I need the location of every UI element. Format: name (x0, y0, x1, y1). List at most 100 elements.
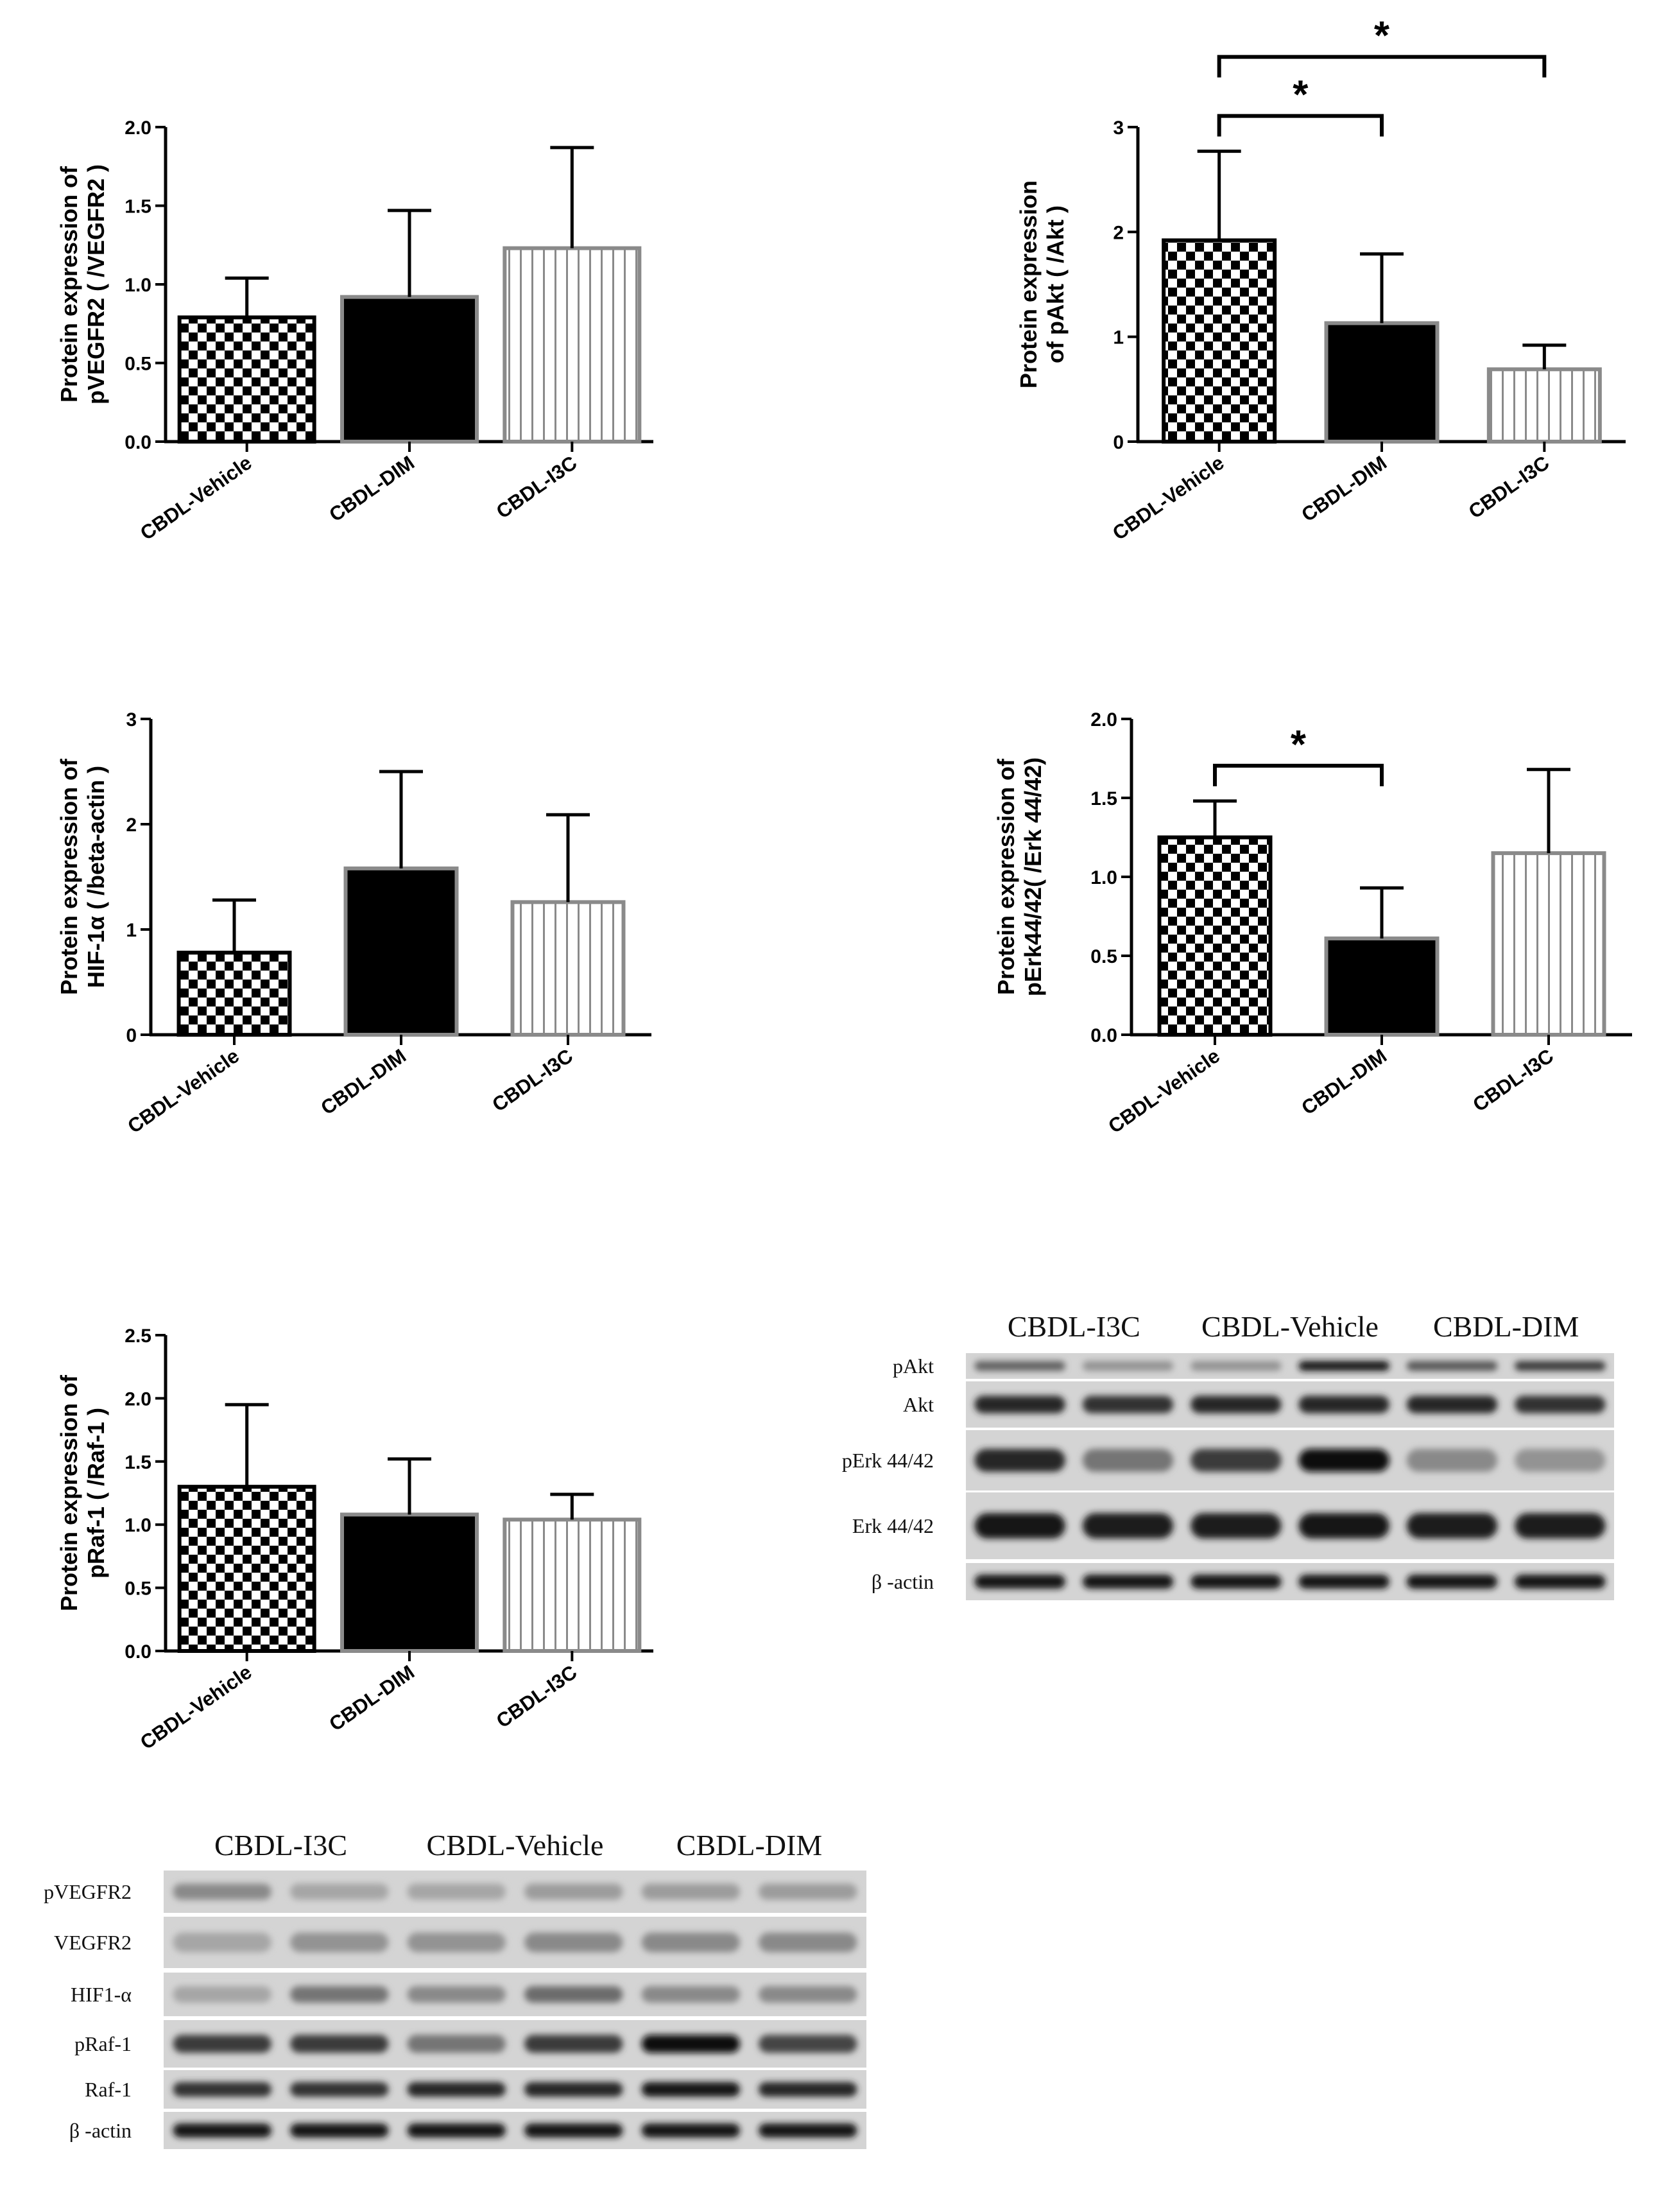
category-label-i3c: CBDL-I3C (492, 451, 581, 523)
blot-row-label: pVEGFR2 (44, 1880, 132, 1903)
blot-band (974, 1574, 1065, 1589)
bar-i3c (510, 900, 626, 1037)
y-tick-label: 0.0 (125, 1641, 151, 1663)
y-axis-label: Protein expression of (56, 1374, 82, 1611)
blot-band (173, 2123, 271, 2138)
blot-band (1298, 1513, 1389, 1539)
category-label-vehicle: CBDL-Vehicle (1104, 1044, 1224, 1137)
blot-band (1298, 1449, 1389, 1472)
bar-vehicle (177, 1485, 316, 1653)
blot-band (1082, 1574, 1174, 1589)
blot-strip (164, 2070, 866, 2109)
blot-band (1406, 1574, 1498, 1589)
significance-star: * (1293, 73, 1309, 117)
blot-band (759, 1932, 857, 1953)
y-tick-label: 1.5 (1090, 788, 1117, 809)
category-label-i3c: CBDL-I3C (1468, 1044, 1558, 1116)
blot-band (1082, 1361, 1174, 1371)
blot-strip (966, 1563, 1614, 1600)
y-axis-label: of pAkt ( /Akt ) (1042, 205, 1069, 363)
blot-band (759, 1883, 857, 1900)
y-tick-label: 1.5 (125, 1452, 151, 1473)
blot-row-label: pRaf-1 (74, 2032, 132, 2055)
blot-band (1082, 1449, 1174, 1472)
y-tick-label: 3 (126, 709, 137, 730)
blot-band (524, 2082, 623, 2097)
blot-band (1298, 1574, 1389, 1589)
bar-vehicle (1157, 835, 1273, 1037)
blot-row-label: β -actin (872, 1570, 934, 1593)
blot-band (173, 1986, 271, 2003)
western-blot-panel-1: CBDL-I3C CBDL-Vehicle CBDL-DIM pAkt Akt pErk … (842, 1310, 1614, 1600)
y-tick-label: 1.0 (125, 1515, 151, 1536)
y-tick-label: 2.0 (1090, 709, 1117, 730)
y-axis-label: Protein expression of (56, 166, 82, 402)
category-label-vehicle: CBDL-Vehicle (136, 451, 256, 544)
blot-band (407, 1883, 506, 1900)
blot-band (1298, 1361, 1389, 1371)
blot-band (1515, 1513, 1606, 1539)
y-axis-label: pErk44/42( /Erk 44/42) (1020, 757, 1046, 996)
blot-band (641, 2123, 740, 2138)
blot-band (173, 2034, 271, 2053)
blot-band (641, 1932, 740, 1953)
blot-row-label: β -actin (69, 2119, 132, 2142)
blot-band (173, 2082, 271, 2097)
y-tick-label: 0.5 (125, 354, 151, 375)
blot-strip (164, 2112, 866, 2149)
blot-band (1515, 1361, 1606, 1371)
bar-dim (340, 1512, 479, 1654)
category-label-i3c: CBDL-I3C (492, 1661, 581, 1732)
y-tick-label: 1.5 (125, 196, 151, 218)
blot-band (290, 2123, 389, 2138)
blot-band (759, 2082, 857, 2097)
y-tick-label: 2.0 (125, 117, 151, 139)
y-axis-label: Protein expression (1015, 180, 1042, 388)
bar-chart-3: 0 1 2 3 Protein expression of HIF-1α ( /beta-… (56, 709, 651, 1137)
blot-group-header: CBDL-I3C (1008, 1310, 1140, 1343)
bar-dim (343, 866, 459, 1037)
bar-vehicle (176, 951, 292, 1037)
blot-band (173, 1932, 271, 1953)
category-label-dim: CBDL-DIM (325, 451, 418, 526)
blot-row-label: Erk 44/42 (852, 1514, 934, 1537)
y-tick-label: 2.0 (125, 1388, 151, 1410)
blot-band (1191, 1449, 1282, 1472)
blot-row-label: pErk 44/42 (842, 1449, 934, 1472)
category-label-vehicle: CBDL-Vehicle (136, 1661, 256, 1754)
y-tick-label: 1 (1113, 327, 1124, 349)
y-axis-label: pRaf-1 ( /Raf-1 ) (83, 1408, 109, 1578)
blot-row-label: Akt (903, 1393, 934, 1416)
blot-strip (164, 1917, 866, 1968)
bar-chart-4: 0.0 0.5 1.0 1.5 2.0 Protein expression of pErk… (993, 709, 1632, 1137)
y-tick-label: 0.0 (1090, 1025, 1117, 1046)
y-axis-label: pVEGFR2 ( /VEGFR2 ) (83, 164, 109, 404)
blot-group-header: CBDL-DIM (1433, 1310, 1579, 1343)
bar-i3c (503, 1517, 642, 1653)
blot-band (641, 1883, 740, 1900)
blot-band (1406, 1361, 1498, 1371)
y-axis-label: HIF-1α ( /beta-actin ) (83, 766, 109, 988)
blot-band (407, 2123, 506, 2138)
blot-band (1406, 1449, 1498, 1472)
category-label-vehicle: CBDL-Vehicle (123, 1044, 243, 1137)
blot-band (1082, 1513, 1174, 1539)
bar-dim (1324, 321, 1440, 444)
blot-row-label: VEGFR2 (54, 1931, 132, 1954)
y-tick-label: 0.5 (125, 1578, 151, 1600)
blot-band (290, 2082, 389, 2097)
bar-chart-1: 0.0 0.5 1.0 1.5 2.0 Protein expression of pVEG… (56, 117, 653, 544)
y-axis-label: Protein expression of (993, 758, 1019, 995)
bar-chart-2: 0 1 2 3 Protein expression of pAkt ( /Akt ) CB… (1015, 14, 1626, 544)
blot-strip (966, 1492, 1614, 1559)
bar-i3c (503, 246, 642, 444)
significance-bracket (1213, 763, 1384, 786)
bar-vehicle (1162, 238, 1277, 444)
blot-band (1191, 1395, 1282, 1413)
blot-band (1191, 1361, 1282, 1371)
blot-row-label: Raf-1 (85, 2078, 132, 2101)
blot-band (407, 2034, 506, 2053)
y-tick-label: 2.5 (125, 1326, 151, 1347)
blot-band (759, 1986, 857, 2003)
